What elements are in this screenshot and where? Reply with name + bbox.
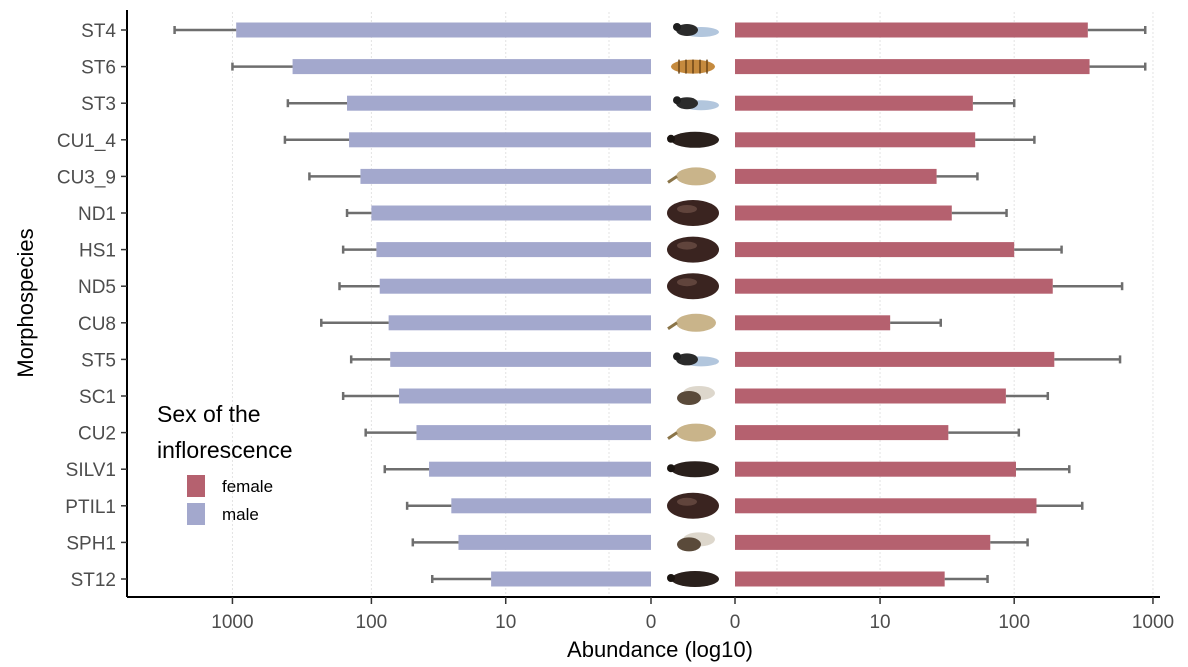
y-tick-label-nd1: ND1 (78, 204, 116, 225)
legend-swatch-male (187, 503, 205, 525)
legend-swatch-female (187, 475, 205, 497)
x-tick-label: 0 (730, 612, 741, 633)
insect-icons (667, 23, 719, 587)
y-tick-label-st5: ST5 (81, 350, 116, 371)
bar-female-cu3_9 (735, 168, 937, 184)
bar-male-st3 (347, 95, 651, 111)
bar-female-cu2 (735, 425, 949, 441)
y-tick-label-cu1_4: CU1_4 (57, 131, 117, 152)
wasp-icon (673, 23, 719, 37)
bar-male-cu8 (388, 315, 651, 331)
bar-male-st12 (491, 571, 651, 587)
y-tick-label-cu8: CU8 (78, 314, 116, 335)
x-tick-label: 1000 (211, 612, 253, 633)
bar-female-ptil1 (735, 498, 1037, 514)
round-beetle-icon (667, 273, 719, 300)
x-tick-label: 100 (356, 612, 388, 633)
y-tick-label-st3: ST3 (81, 94, 116, 115)
bar-male-hs1 (376, 242, 651, 258)
bar-female-st3 (735, 95, 973, 111)
y-tick-label-cu3_9: CU3_9 (57, 167, 116, 188)
legend-title-line-2: inflorescence (157, 437, 293, 463)
y-axis-title: Morphospecies (13, 228, 38, 377)
legend-label-female: female (222, 477, 273, 496)
bar-male-nd1 (371, 205, 651, 221)
male-series (236, 22, 651, 587)
weevil-icon (667, 313, 716, 332)
legend: Sex of the inflorescence female male (157, 401, 293, 525)
bar-male-st6 (292, 59, 651, 75)
round-beetle-icon (667, 492, 719, 519)
round-beetle-icon (667, 200, 719, 226)
bar-female-cu1_4 (735, 132, 976, 148)
bar-male-cu1_4 (349, 132, 651, 148)
bar-female-sc1 (735, 388, 1006, 404)
bar-male-sc1 (399, 388, 651, 404)
bar-female-sph1 (735, 534, 991, 550)
y-tick-label-sph1: SPH1 (66, 533, 116, 554)
bar-female-st5 (735, 351, 1055, 367)
y-tick-label-st6: ST6 (81, 58, 116, 79)
bar-female-hs1 (735, 242, 1015, 258)
bar-male-sph1 (458, 534, 651, 550)
bar-male-silv1 (429, 461, 651, 477)
x-tick-label: 0 (646, 612, 657, 633)
y-tick-label-st4: ST4 (81, 21, 116, 42)
round-beetle-icon (667, 236, 719, 263)
y-tick-label-sc1: SC1 (79, 387, 116, 408)
x-axis-title: Abundance (log10) (567, 637, 753, 662)
bar-male-ptil1 (451, 498, 651, 514)
female-series (735, 22, 1090, 587)
x-tick-label: 10 (495, 612, 516, 633)
fly-icon (677, 386, 715, 405)
bar-female-cu8 (735, 315, 891, 331)
beetle-icon (667, 461, 719, 478)
bar-female-silv1 (735, 461, 1016, 477)
y-tick-label-cu2: CU2 (78, 424, 116, 445)
x-ticks: 1000 100 10 0 0 10 100 1000 (211, 597, 1174, 633)
y-tick-labels: ST4 ST6 ST3 CU1_4 CU3_9 ND1 HS1 ND5 CU8 ST5 SC1 CU2… (57, 21, 127, 591)
wasp-icon (673, 96, 719, 111)
bar-female-nd1 (735, 205, 952, 221)
weevil-icon (667, 167, 716, 186)
x-tick-label: 100 (998, 612, 1030, 633)
beetle-icon (667, 131, 719, 148)
y-tick-label-nd5: ND5 (78, 277, 116, 298)
error-bars (173, 26, 1147, 583)
larva-icon (671, 59, 715, 74)
x-tick-label: 1000 (1132, 612, 1174, 633)
legend-label-male: male (222, 505, 259, 524)
bar-male-cu3_9 (360, 168, 651, 184)
bar-male-st4 (236, 22, 651, 38)
bar-female-st12 (735, 571, 945, 587)
bar-male-cu2 (416, 425, 651, 441)
fly-icon (677, 532, 715, 552)
bar-male-nd5 (379, 278, 651, 294)
y-tick-label-ptil1: PTIL1 (65, 497, 116, 518)
legend-title-line-1: Sex of the (157, 401, 261, 427)
weevil-icon (667, 423, 716, 442)
beetle-icon (667, 571, 719, 587)
bar-male-st5 (390, 351, 651, 367)
y-tick-label-hs1: HS1 (79, 241, 116, 262)
x-tick-label: 10 (869, 612, 890, 633)
wasp-icon (673, 352, 719, 367)
y-tick-label-silv1: SILV1 (66, 460, 116, 481)
y-tick-label-st12: ST12 (71, 570, 116, 591)
bar-female-nd5 (735, 278, 1053, 294)
bar-female-st4 (735, 22, 1088, 38)
bar-female-st6 (735, 59, 1090, 75)
